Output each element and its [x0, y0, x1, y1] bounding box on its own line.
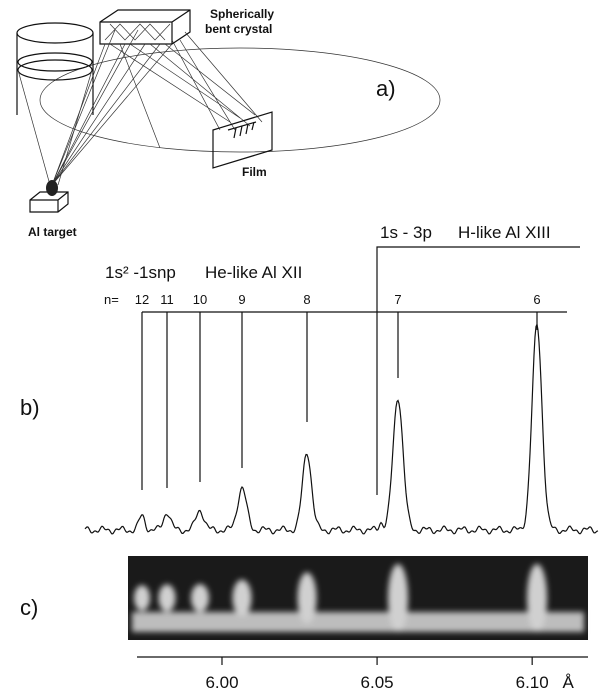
tick-label: 6.00 — [205, 673, 238, 692]
spectrum — [85, 324, 598, 534]
target-label: Al target — [28, 225, 77, 239]
panel-label: b) — [20, 395, 40, 420]
film-line — [233, 580, 252, 617]
axis-unit: Å — [562, 673, 574, 692]
n-label: 8 — [303, 292, 310, 307]
n-label: 11 — [160, 292, 174, 307]
film-line — [527, 564, 547, 632]
n-label: 10 — [193, 292, 207, 307]
n-label: 12 — [135, 292, 149, 307]
crystal-label: Spherically — [210, 7, 274, 21]
tick-label: 6.05 — [361, 673, 394, 692]
n-label: 7 — [394, 292, 401, 307]
transition-label: 1s - 3p — [380, 223, 432, 242]
schematic: Spherically bent crystal Film Al target — [17, 7, 440, 239]
film-label: Film — [242, 165, 267, 179]
panel-label: c) — [20, 595, 38, 620]
n-label: 9 — [238, 292, 245, 307]
film-line — [191, 584, 209, 612]
film-line — [134, 585, 150, 611]
ion-label: He-like Al XII — [205, 263, 302, 282]
tick-label: 6.10 — [516, 673, 549, 692]
ion-label: H-like Al XIII — [458, 223, 551, 242]
film-line — [388, 564, 408, 632]
transition-label: 1s² -1snp — [105, 263, 176, 282]
n-prefix: n= — [104, 292, 119, 307]
crystal-label: bent crystal — [205, 22, 272, 36]
figure: Spherically bent crystal Film Al target … — [0, 0, 602, 694]
film-line — [298, 572, 317, 623]
h-like-bracket — [377, 247, 580, 495]
film-line — [159, 584, 176, 611]
n-label: 6 — [533, 292, 540, 307]
panel-label: a) — [376, 76, 396, 101]
